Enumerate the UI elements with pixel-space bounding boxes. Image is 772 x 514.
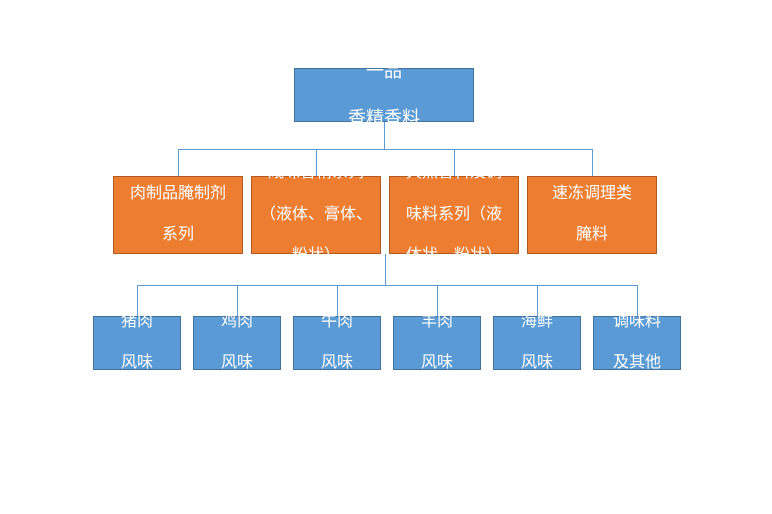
l3-2-line2: 风味 xyxy=(321,353,353,374)
l3-5-line2: 及其他 xyxy=(613,353,661,374)
level2-node-1: 咸味香精系列 （液体、膏体、 粉状） xyxy=(251,176,381,254)
l2-3-line1: 速冻调理类 xyxy=(552,184,632,205)
level3-node-0: 猪肉 风味 xyxy=(93,316,181,370)
level2-node-0: 肉制品腌制剂 系列 xyxy=(113,176,243,254)
l3-0-line2: 风味 xyxy=(121,353,153,374)
level3-node-3: 羊肉 风味 xyxy=(393,316,481,370)
level2-node-2: 天然香料及调 味料系列（液 体状、粉状） xyxy=(389,176,519,254)
root-node: 一品 香精香料 xyxy=(294,68,474,122)
l2-1-line2: （液体、膏体、 xyxy=(260,205,372,226)
l2-2-line3: 体状、粉状） xyxy=(406,246,502,267)
level3-node-1: 鸡肉 风味 xyxy=(193,316,281,370)
l3-3-line2: 风味 xyxy=(421,353,453,374)
level2-node-3: 速冻调理类 腌料 xyxy=(527,176,657,254)
l3-1-line2: 风味 xyxy=(221,353,253,374)
root-line1: 一品 xyxy=(348,60,420,83)
level3-node-2: 牛肉 风味 xyxy=(293,316,381,370)
l2-2-line2: 味料系列（液 xyxy=(406,205,502,226)
l2-3-line2: 腌料 xyxy=(552,225,632,246)
level3-node-5: 调味料 及其他 xyxy=(593,316,681,370)
l2-0-line2: 系列 xyxy=(130,225,226,246)
l2-0-line1: 肉制品腌制剂 xyxy=(130,184,226,205)
l3-4-line2: 风味 xyxy=(521,353,553,374)
l2-1-line3: 粉状） xyxy=(260,246,372,267)
level3-node-4: 海鲜 风味 xyxy=(493,316,581,370)
